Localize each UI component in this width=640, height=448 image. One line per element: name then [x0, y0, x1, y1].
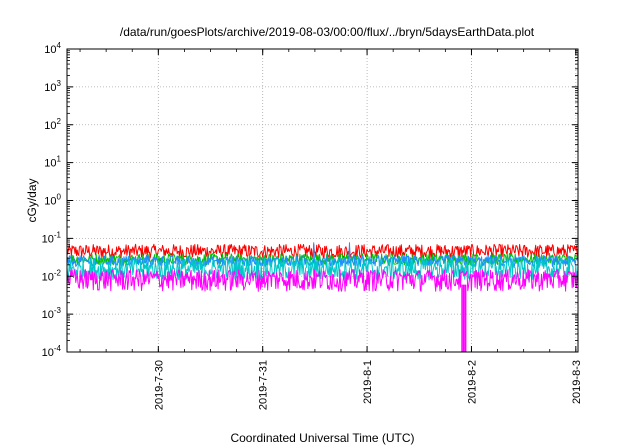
y-tick-label: 100 — [44, 193, 61, 208]
y-tick-label: 10-2 — [42, 268, 62, 283]
x-tick-label: 2019-7-30 — [153, 360, 165, 410]
y-tick-label: 10-4 — [42, 344, 62, 359]
y-tick-label: 102 — [44, 117, 61, 132]
y-tick-label: 10-3 — [42, 306, 62, 321]
series-line — [66, 269, 579, 292]
y-axis-ticks: 10-4 10-3 10-2 10-1 100 101 102 103 104 — [42, 41, 578, 359]
x-axis-label: Coordinated Universal Time (UTC) — [230, 431, 414, 445]
series-line — [66, 243, 579, 259]
series-layer — [66, 242, 579, 352]
series-line — [66, 253, 579, 266]
y-tick-label: 104 — [44, 41, 61, 56]
x-tick-label: 2019-8-3 — [571, 360, 583, 404]
x-tick-label: 2019-7-31 — [258, 360, 270, 410]
y-tick-label: 10-1 — [42, 230, 62, 245]
x-tick-label: 2019-8-2 — [466, 360, 478, 404]
x-axis-ticks: 2019-7-30 2019-7-31 2019-8-1 2019-8-2 2019-8… — [79, 49, 583, 410]
x-tick-label: 2019-8-1 — [362, 360, 374, 404]
series-line — [66, 257, 579, 281]
y-tick-label: 103 — [44, 79, 61, 94]
y-axis-label: cGy/day — [25, 178, 39, 222]
dropout-line — [461, 284, 467, 352]
chart-title: /data/run/goesPlots/archive/2019-08-03/0… — [120, 25, 535, 39]
grid — [67, 49, 578, 352]
y-tick-label: 101 — [44, 155, 61, 170]
